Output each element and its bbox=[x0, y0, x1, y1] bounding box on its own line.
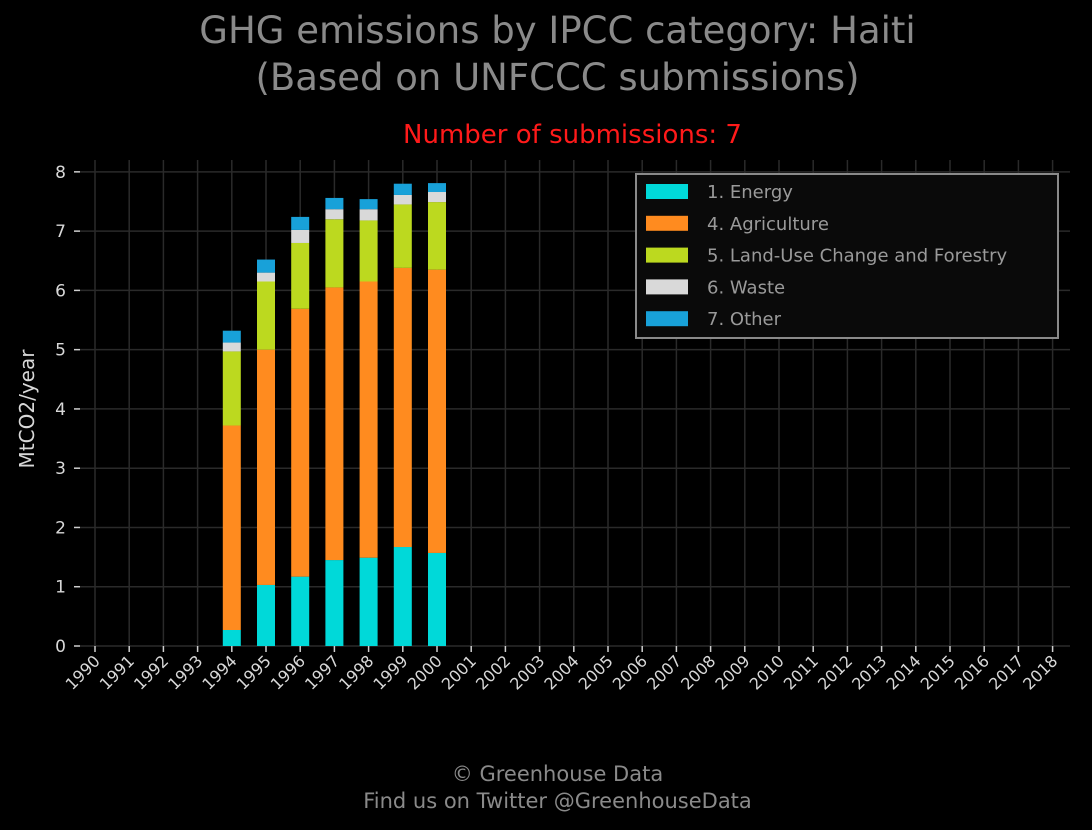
bar-series bbox=[222, 183, 446, 646]
bar-segment bbox=[325, 560, 344, 646]
x-tick-label: 2018 bbox=[1019, 651, 1061, 693]
bar-segment bbox=[325, 197, 344, 210]
x-tick-label: 1991 bbox=[96, 651, 138, 693]
bar-segment bbox=[428, 552, 446, 646]
bar-segment bbox=[393, 204, 412, 268]
x-tick-label: 2012 bbox=[814, 651, 856, 693]
x-tick-label: 2015 bbox=[917, 651, 959, 693]
bar-segment bbox=[291, 242, 310, 309]
legend-label: 7. Other bbox=[707, 309, 782, 330]
bar-segment bbox=[359, 199, 378, 210]
bar-segment bbox=[393, 547, 412, 646]
legend-label: 5. Land-Use Change and Forestry bbox=[707, 246, 1007, 267]
bar-segment bbox=[222, 351, 241, 426]
y-tick-label: 8 bbox=[55, 163, 66, 183]
y-tick-label: 0 bbox=[55, 637, 66, 657]
legend-label: 1. Energy bbox=[707, 182, 793, 203]
chart-subtitle: Number of submissions: 7 bbox=[403, 120, 742, 150]
bar-segment bbox=[428, 202, 446, 270]
bar-segment bbox=[291, 229, 310, 243]
bar-segment bbox=[222, 330, 241, 343]
x-tick-label: 2003 bbox=[506, 651, 548, 693]
bar-segment bbox=[428, 269, 446, 553]
y-tick-label: 6 bbox=[55, 281, 66, 301]
x-tick-label: 2008 bbox=[677, 651, 719, 693]
x-tick-label: 1995 bbox=[233, 651, 275, 693]
legend-swatch bbox=[646, 184, 688, 199]
x-tick-label: 2014 bbox=[882, 651, 924, 693]
bar-segment bbox=[257, 584, 275, 646]
y-tick-label: 4 bbox=[55, 400, 66, 420]
x-tick-label: 2007 bbox=[643, 651, 685, 693]
bar-segment bbox=[222, 425, 241, 630]
bar-segment bbox=[393, 267, 412, 548]
x-tick-label: 2000 bbox=[404, 651, 446, 693]
bar-segment bbox=[257, 272, 275, 282]
x-tick-label: 2009 bbox=[711, 651, 753, 693]
bar-segment bbox=[257, 259, 275, 273]
x-tick-label: 2001 bbox=[438, 651, 480, 693]
x-tick-label: 2006 bbox=[609, 651, 651, 693]
x-tick-label: 2005 bbox=[575, 651, 617, 693]
bar-segment bbox=[222, 342, 241, 352]
x-tick-label: 2011 bbox=[780, 651, 822, 693]
x-tick-label: 1992 bbox=[130, 651, 172, 693]
y-tick-label: 7 bbox=[55, 222, 66, 242]
legend-box bbox=[635, 173, 1059, 339]
legend: 1. Energy 4. Agriculture 5. Land-Use Chang… bbox=[635, 173, 1059, 339]
bar-segment bbox=[393, 194, 412, 205]
bar-segment bbox=[359, 557, 378, 646]
bar-segment bbox=[257, 281, 275, 350]
x-tick-label: 2004 bbox=[540, 651, 582, 693]
legend-swatch bbox=[646, 279, 688, 295]
bar-segment bbox=[359, 220, 378, 282]
y-tick-label: 2 bbox=[55, 518, 66, 538]
legend-label: 6. Waste bbox=[707, 277, 785, 298]
bar-segment bbox=[222, 629, 241, 646]
bar-segment bbox=[325, 287, 344, 561]
legend-swatch bbox=[646, 311, 688, 327]
footer-copyright: © Greenhouse Data bbox=[451, 762, 664, 786]
bar-segment bbox=[393, 183, 412, 195]
bar-segment bbox=[359, 281, 378, 558]
x-tick-label: 2010 bbox=[746, 651, 788, 693]
bar-segment bbox=[291, 216, 310, 230]
x-tick-label: 1990 bbox=[62, 651, 104, 693]
x-tick-label: 1999 bbox=[369, 651, 411, 693]
y-tick-label: 5 bbox=[55, 341, 66, 361]
y-axis-label: MtCO2/year bbox=[15, 349, 39, 469]
bar-segment bbox=[291, 576, 310, 646]
x-tick-label: 1994 bbox=[198, 651, 240, 693]
legend-swatch bbox=[646, 247, 688, 263]
bar-segment bbox=[428, 183, 446, 193]
x-tick-label: 2002 bbox=[472, 651, 514, 693]
bar-segment bbox=[325, 209, 344, 220]
chart-title-line2: (Based on UNFCCC submissions) bbox=[255, 56, 860, 99]
bar-segment bbox=[291, 308, 310, 577]
bar-segment bbox=[257, 349, 275, 585]
x-tick-label: 1993 bbox=[164, 651, 206, 693]
bar-segment bbox=[325, 219, 344, 288]
x-tick-label: 2017 bbox=[985, 651, 1027, 693]
y-tick-label: 1 bbox=[55, 578, 66, 598]
legend-swatch bbox=[646, 215, 688, 231]
chart-title-line1: GHG emissions by IPCC category: Haiti bbox=[199, 9, 916, 52]
footer-twitter: Find us on Twitter @GreenhouseData bbox=[363, 789, 752, 813]
bar-segment bbox=[359, 209, 378, 221]
bar-segment bbox=[428, 192, 446, 203]
x-tick-label: 2013 bbox=[848, 651, 890, 693]
legend-label: 4. Agriculture bbox=[707, 214, 829, 235]
x-tick-label: 1997 bbox=[301, 651, 343, 693]
x-tick-label: 1998 bbox=[335, 651, 377, 693]
y-tick-label: 3 bbox=[55, 459, 66, 479]
x-tick-label: 1996 bbox=[267, 651, 309, 693]
x-tick-label: 2016 bbox=[951, 651, 993, 693]
